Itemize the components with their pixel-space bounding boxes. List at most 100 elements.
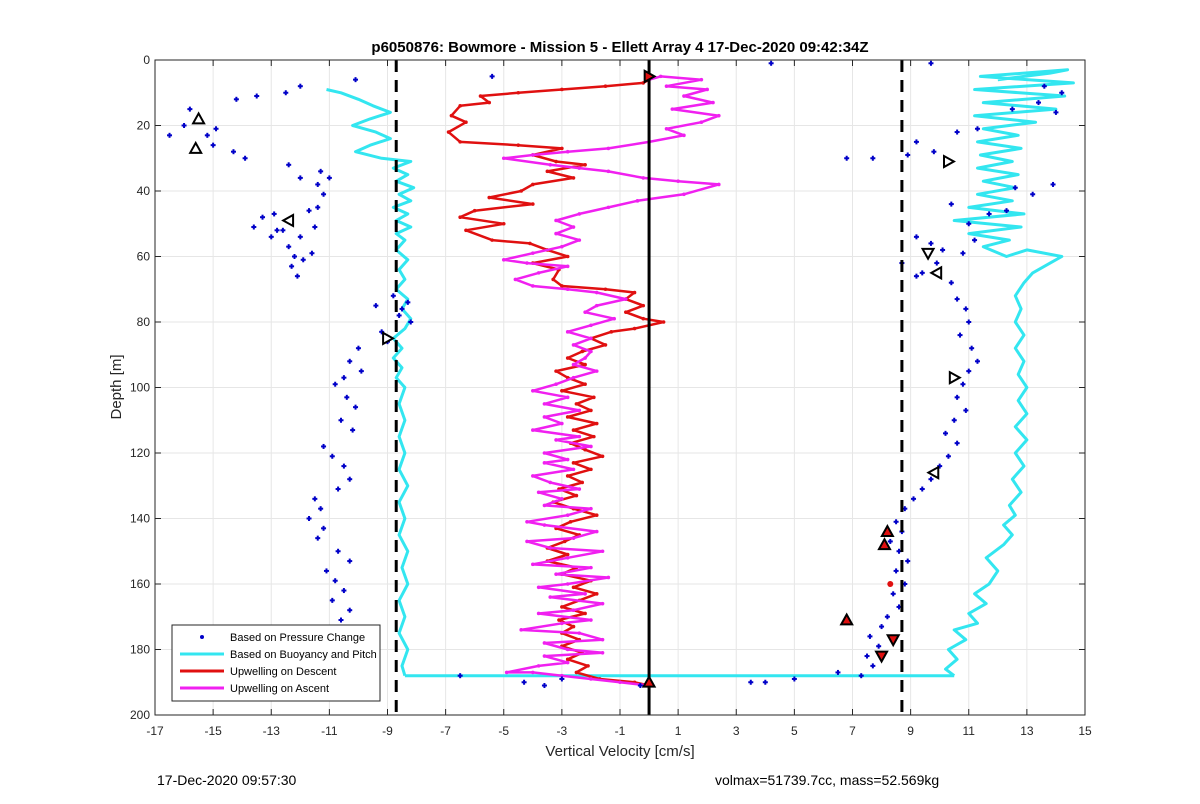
legend-label: Based on Pressure Change: [230, 632, 365, 644]
upwelling-ascent-point: [577, 434, 582, 439]
upwelling-ascent-point: [565, 582, 570, 586]
upwelling-descent-point: [516, 143, 521, 147]
upwelling-ascent-point: [583, 310, 587, 314]
upwelling-ascent-point: [565, 264, 570, 269]
y-tick-label: 40: [137, 184, 151, 198]
upwelling-ascent-point: [565, 330, 570, 334]
x-tick-label: -11: [321, 724, 338, 738]
upwelling-descent-point: [519, 189, 523, 193]
x-tick-label: -15: [204, 724, 222, 738]
upwelling-descent-point: [565, 415, 570, 419]
upwelling-ascent-point: [565, 660, 570, 665]
upwelling-descent-point: [594, 421, 599, 426]
legend-swatch-dot: [200, 635, 204, 639]
upwelling-ascent-point: [536, 664, 541, 668]
upwelling-descent-point: [464, 120, 468, 125]
upwelling-ascent-point: [658, 74, 663, 79]
y-tick-label: 60: [137, 250, 151, 264]
upwelling-descent-point: [472, 208, 477, 213]
upwelling-ascent-point: [560, 244, 564, 249]
upwelling-descent-point: [487, 100, 492, 105]
buoyancy-pitch-line-left: [326, 88, 416, 677]
upwelling-ascent-point: [565, 513, 570, 518]
upwelling-ascent-point: [531, 670, 535, 675]
upwelling-ascent-point: [711, 100, 715, 105]
y-tick-label: 0: [143, 53, 150, 67]
upwelling-ascent-point: [577, 238, 582, 242]
upwelling-descent-point: [603, 287, 608, 292]
upwelling-ascent-point: [589, 506, 593, 511]
upwelling-ascent-point: [536, 611, 541, 616]
upwelling-ascent-point: [664, 84, 669, 88]
x-tick-label: 15: [1078, 724, 1092, 738]
chart-title: p6050876: Bowmore - Mission 5 - Ellett A…: [371, 39, 868, 56]
upwelling-descent-point: [632, 290, 637, 295]
upwelling-ascent-point: [705, 87, 709, 92]
upwelling-ascent-point: [548, 480, 553, 485]
upwelling-descent-point: [632, 326, 637, 331]
upwelling-ascent-point: [682, 94, 686, 98]
upwelling-ascent-point: [554, 218, 558, 223]
upwelling-ascent-point: [504, 670, 509, 675]
upwelling-descent-point: [571, 624, 576, 629]
upwelling-descent-point: [641, 316, 646, 321]
upwelling-ascent-point: [560, 497, 564, 501]
upwelling-ascent-point: [560, 621, 564, 626]
upwelling-ascent-point: [565, 395, 570, 400]
upwelling-ascent-point: [600, 637, 605, 642]
upwelling-descent-point: [594, 592, 599, 596]
triangle-marker: [382, 331, 396, 346]
y-tick-label: 80: [137, 315, 151, 329]
triangle-marker: [643, 69, 657, 84]
upwelling-descent-point: [589, 408, 593, 413]
upwelling-descent-point: [571, 585, 576, 590]
upwelling-descent-point: [641, 303, 646, 308]
upwelling-descent-point: [551, 277, 555, 282]
y-tick-label: 180: [130, 643, 150, 657]
upwelling-ascent-point: [589, 349, 593, 354]
triangle-marker: [920, 247, 936, 261]
y-tick-label: 140: [130, 512, 150, 526]
upwelling-descent-point: [490, 238, 494, 242]
upwelling-ascent-point: [525, 519, 529, 524]
upwelling-ascent-point: [542, 415, 547, 419]
upwelling-descent-point: [554, 369, 558, 373]
upwelling-descent-point: [583, 382, 587, 387]
upwelling-ascent-point: [589, 618, 593, 622]
upwelling-ascent-point: [501, 156, 506, 161]
upwelling-descent-point: [609, 330, 614, 334]
upwelling-ascent-point: [542, 451, 547, 455]
upwelling-descent-point: [661, 320, 666, 324]
triangle-marker: [948, 370, 962, 385]
upwelling-ascent-point: [531, 562, 535, 567]
upwelling-descent-point: [592, 434, 596, 439]
upwelling-ascent-point: [594, 369, 599, 373]
upwelling-ascent-point: [542, 523, 547, 527]
upwelling-descent-point: [594, 513, 599, 518]
upwelling-descent-point: [560, 146, 564, 151]
upwelling-ascent-point: [571, 343, 576, 347]
upwelling-descent-point: [501, 221, 506, 226]
upwelling-ascent-point: [571, 608, 576, 612]
upwelling-ascent-point: [571, 225, 576, 229]
upwelling-ascent-point: [589, 323, 593, 328]
x-axis-label: Vertical Velocity [cm/s]: [545, 743, 694, 760]
upwelling-descent-point: [603, 84, 608, 88]
upwelling-ascent-point: [641, 176, 646, 180]
upwelling-descent-point: [586, 664, 590, 668]
upwelling-descent-point: [565, 254, 570, 259]
x-tick-label: 7: [849, 724, 856, 738]
upwelling-ascent-point: [548, 595, 553, 599]
upwelling-descent-point: [574, 670, 579, 675]
legend-label: Based on Buoyancy and Pitch: [230, 649, 377, 661]
triangle-marker: [926, 465, 940, 480]
upwelling-ascent-point: [589, 444, 593, 449]
upwelling-ascent-point: [531, 153, 535, 157]
upwelling-descent-point: [583, 447, 587, 452]
upwelling-ascent-point: [531, 284, 535, 288]
x-tick-label: 5: [791, 724, 798, 738]
buoyancy-pitch-line-right: [944, 68, 1075, 677]
upwelling-ascent-point: [536, 585, 541, 590]
x-tick-label: -1: [615, 724, 626, 738]
